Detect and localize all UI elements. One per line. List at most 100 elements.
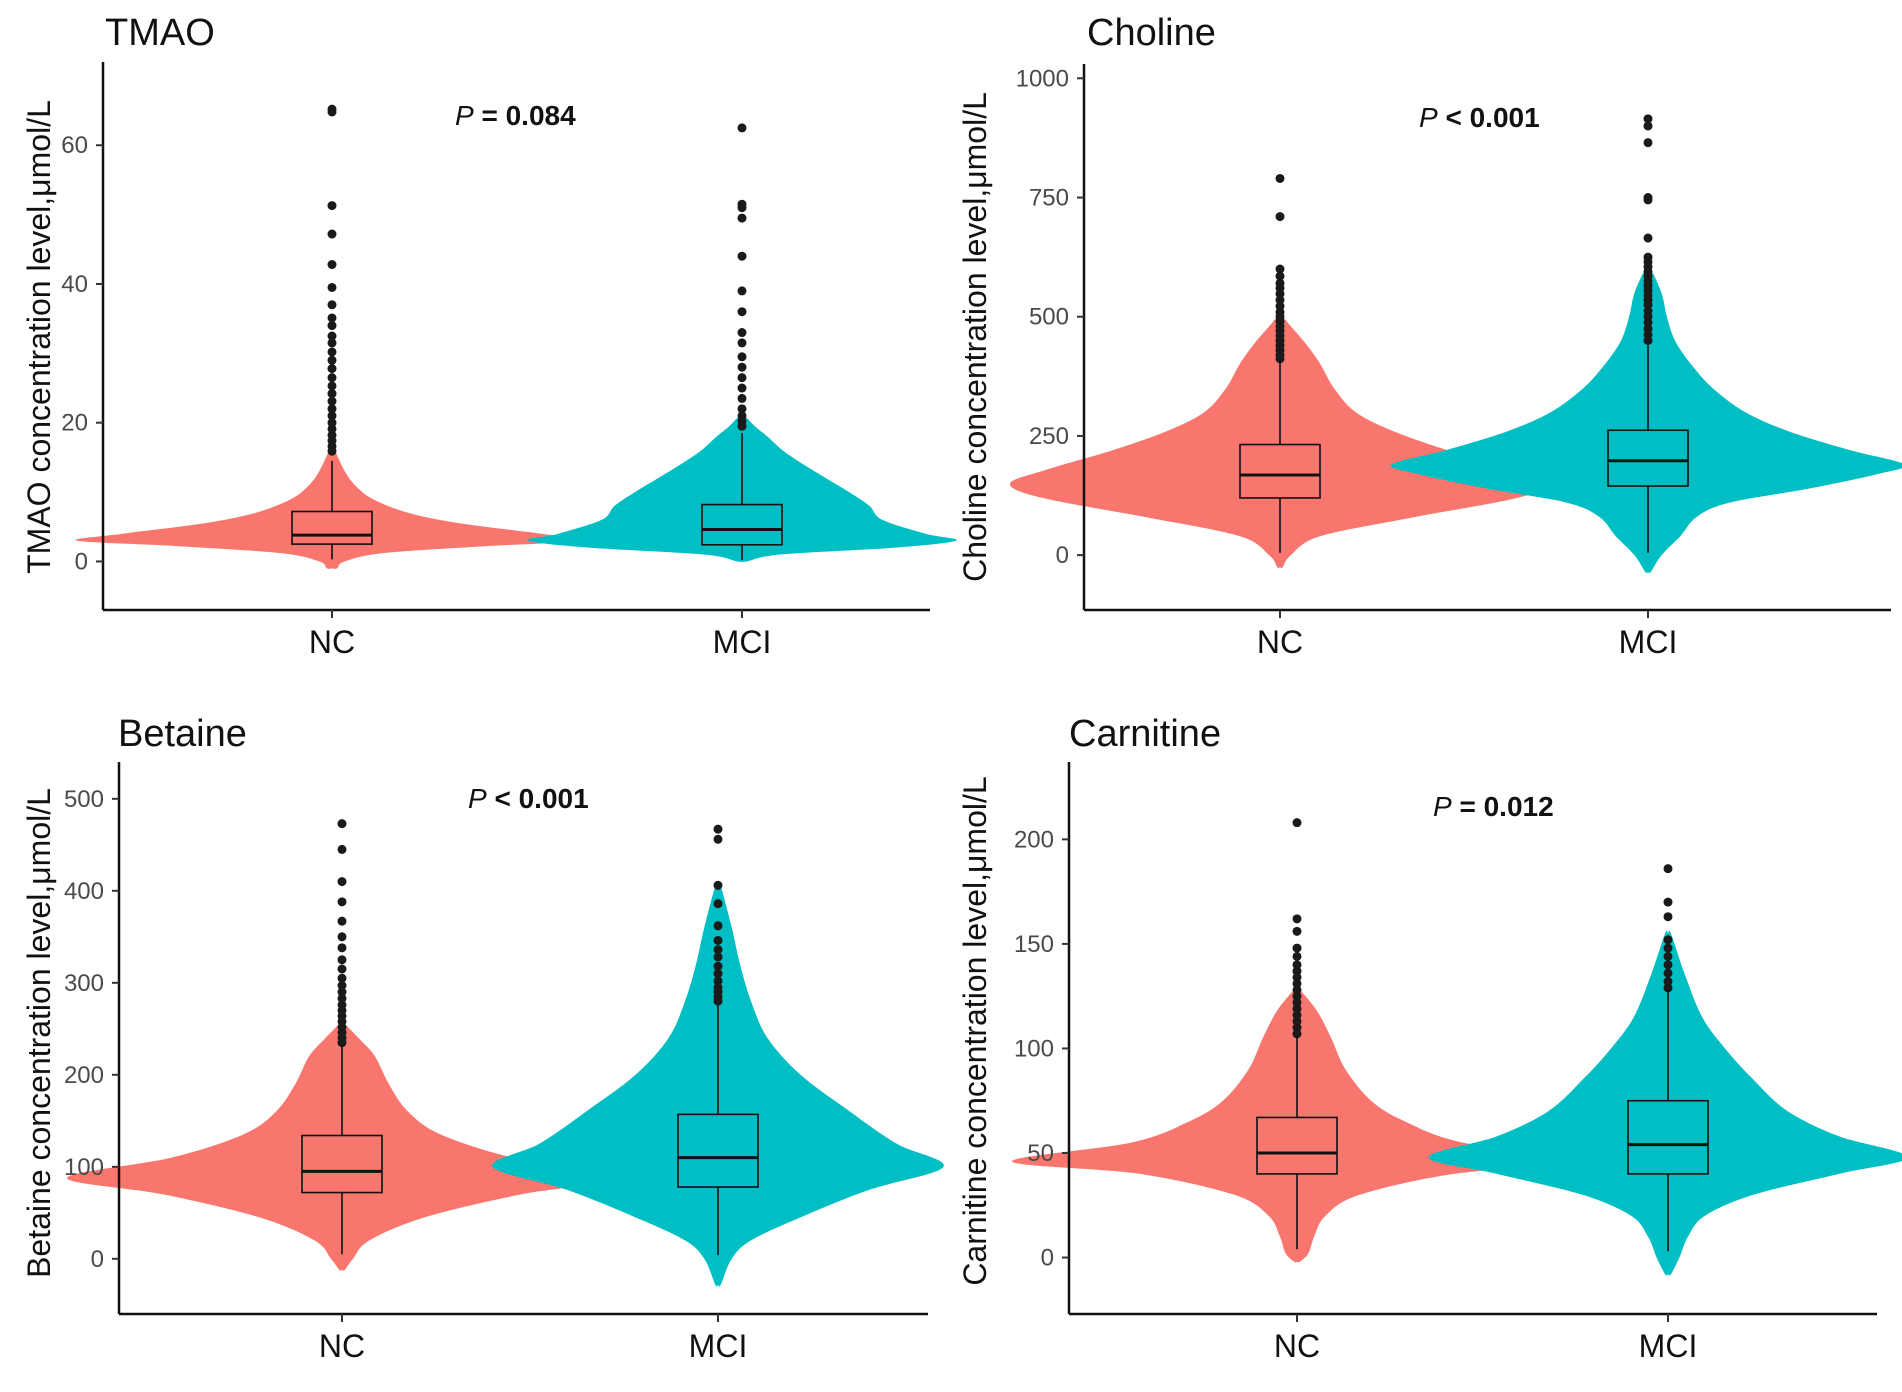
y-ticks: 0 250 500 750 1000 xyxy=(1016,65,1084,569)
outlier-point xyxy=(1663,960,1673,970)
y-tick-label: 50 xyxy=(1027,1140,1054,1167)
outlier-point xyxy=(1292,979,1302,989)
outlier-point xyxy=(1643,336,1653,346)
outlier-point xyxy=(1292,1023,1302,1033)
y-tick-label: 0 xyxy=(1041,1245,1054,1272)
outlier-point xyxy=(1643,300,1653,310)
panel-choline: Choline Choline concentration level,μmol… xyxy=(951,0,1902,696)
outlier-point xyxy=(1663,983,1673,993)
outlier-point xyxy=(1663,897,1673,907)
outlier-point xyxy=(337,916,347,926)
outlier-point xyxy=(327,381,337,391)
outlier-point xyxy=(713,945,723,955)
y-tick-label: 500 xyxy=(1029,304,1069,331)
chart-tmao: TMAO TMAO concentration level,μmol/L P =… xyxy=(21,12,957,660)
y-tick-label: 500 xyxy=(64,786,104,813)
p-value-text: = 0.084 xyxy=(474,100,576,131)
outlier-point xyxy=(327,418,337,428)
y-tick-label: 200 xyxy=(64,1062,104,1089)
p-symbol: P xyxy=(1419,102,1438,133)
p-value-annotation: P = 0.012 xyxy=(1433,791,1554,822)
outlier-point xyxy=(327,331,337,341)
p-symbol: P xyxy=(1433,791,1452,822)
outlier-point xyxy=(737,373,747,383)
outlier-point xyxy=(1275,289,1285,299)
outlier-point xyxy=(327,260,337,270)
p-value-text: < 0.001 xyxy=(487,783,589,814)
y-axis-label: TMAO concentration level,μmol/L xyxy=(21,100,57,574)
outlier-point xyxy=(327,355,337,365)
outlier-point xyxy=(337,844,347,854)
p-symbol: P xyxy=(468,783,487,814)
y-tick-label: 100 xyxy=(64,1154,104,1181)
chart-betaine: Betaine Betaine concentration level,μmol… xyxy=(21,713,944,1364)
outlier-point xyxy=(337,987,347,997)
outlier-point xyxy=(713,880,723,890)
outlier-point xyxy=(327,411,337,421)
violin-mci xyxy=(1428,930,1902,1276)
outlier-point xyxy=(1292,991,1302,1001)
box-iqr xyxy=(677,1113,759,1188)
outlier-point xyxy=(327,389,337,399)
outlier-point xyxy=(1292,1004,1302,1014)
outlier-point xyxy=(327,338,337,348)
x-category-label: NC xyxy=(1257,624,1303,660)
outlier-point xyxy=(1663,977,1673,987)
y-tick-label: 200 xyxy=(1014,826,1054,853)
outlier-point xyxy=(737,307,747,317)
outlier-point xyxy=(337,943,347,953)
chart-title: TMAO xyxy=(105,12,215,54)
p-value-text: < 0.001 xyxy=(1438,102,1540,133)
y-tick-label: 60 xyxy=(61,132,88,159)
outlier-point xyxy=(337,1038,347,1048)
chart-title: Betaine xyxy=(118,713,247,755)
outlier-point xyxy=(1292,1029,1302,1039)
y-tick-label: 150 xyxy=(1014,931,1054,958)
outlier-point xyxy=(1292,818,1302,828)
outlier-point xyxy=(737,328,747,338)
p-symbol: P xyxy=(455,100,474,131)
outlier-point xyxy=(1643,114,1653,124)
outlier-point xyxy=(1292,985,1302,995)
p-value-text: = 0.012 xyxy=(1452,791,1554,822)
outlier-point xyxy=(1275,264,1285,274)
x-categories: NC MCI xyxy=(319,1314,747,1364)
outlier-point xyxy=(713,976,723,986)
box-iqr xyxy=(1627,1099,1709,1175)
y-ticks: 0 100 200 300 400 500 xyxy=(64,786,119,1273)
outlier-point xyxy=(1663,864,1673,874)
outlier-point xyxy=(1292,1010,1302,1020)
outlier-point xyxy=(1643,317,1653,327)
outlier-point xyxy=(737,251,747,261)
outlier-point xyxy=(737,362,747,372)
outlier-point xyxy=(713,921,723,931)
outlier-point xyxy=(737,404,747,414)
outlier-point xyxy=(337,877,347,887)
y-tick-label: 750 xyxy=(1029,185,1069,212)
violin-nc xyxy=(1011,988,1583,1263)
outlier-point xyxy=(1292,943,1302,953)
y-axis-label: Carnitine concentration level,μmol/L xyxy=(957,776,993,1285)
outlier-point xyxy=(1275,354,1285,364)
p-value-annotation: P < 0.001 xyxy=(468,783,589,814)
outlier-point xyxy=(327,404,337,414)
outlier-point xyxy=(327,364,337,374)
outlier-point xyxy=(1643,233,1653,243)
outlier-point xyxy=(713,824,723,834)
box-iqr xyxy=(291,510,373,545)
y-tick-label: 0 xyxy=(75,548,88,575)
outlier-point xyxy=(337,932,347,942)
outlier-point xyxy=(337,897,347,907)
outlier-point xyxy=(1292,951,1302,961)
outlier-point xyxy=(1275,173,1285,183)
outlier-point xyxy=(337,981,347,991)
x-category-label: MCI xyxy=(1619,624,1678,660)
y-ticks: 0 50 100 150 200 xyxy=(1014,826,1069,1272)
box-iqr xyxy=(1256,1116,1338,1175)
outlier-point xyxy=(327,424,337,434)
y-tick-label: 20 xyxy=(61,410,88,437)
outlier-point xyxy=(1643,195,1653,205)
x-category-label: NC xyxy=(319,1328,365,1364)
outlier-point xyxy=(327,347,337,357)
x-categories: NC MCI xyxy=(1257,610,1677,660)
